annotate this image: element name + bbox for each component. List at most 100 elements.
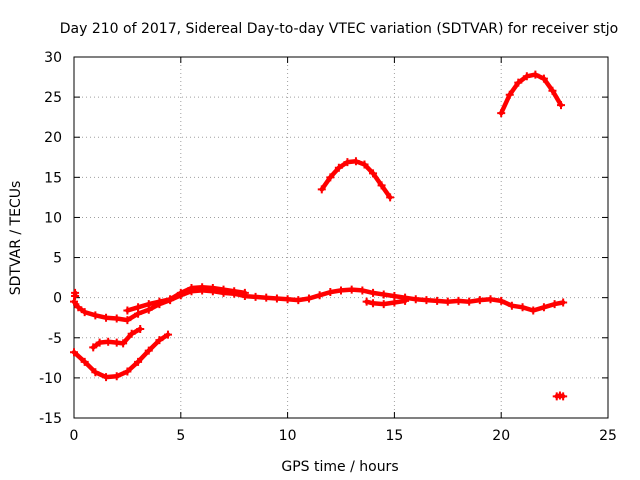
series-arc-12h xyxy=(317,157,395,202)
data-point xyxy=(134,303,143,312)
series-main-arc xyxy=(70,285,568,325)
data-point xyxy=(176,288,185,297)
data-point xyxy=(454,296,463,305)
data-point xyxy=(507,301,516,310)
data-point xyxy=(112,372,121,381)
data-point xyxy=(326,288,335,297)
data-point xyxy=(377,181,386,190)
data-point xyxy=(71,292,80,301)
data-point xyxy=(362,297,371,306)
data-point xyxy=(123,306,132,315)
y-tick-label: 5 xyxy=(53,251,62,267)
data-point xyxy=(230,287,239,296)
data-point xyxy=(559,392,568,401)
y-tick-label: -15 xyxy=(39,411,62,427)
x-tick-label: 0 xyxy=(70,428,79,444)
data-point xyxy=(497,296,506,305)
series-line xyxy=(498,72,564,116)
y-tick-label: 0 xyxy=(53,291,62,307)
data-point xyxy=(112,314,121,323)
series-lower-arc xyxy=(70,330,172,382)
data-point xyxy=(144,346,153,355)
data-point xyxy=(465,297,474,306)
y-tick-label: 20 xyxy=(44,130,62,146)
data-point xyxy=(136,324,145,333)
data-point xyxy=(251,292,260,301)
data-point xyxy=(95,338,104,347)
data-point xyxy=(304,294,313,303)
data-point xyxy=(119,339,128,348)
data-point xyxy=(379,290,388,299)
data-point xyxy=(240,288,249,297)
data-point xyxy=(315,291,324,300)
data-point xyxy=(369,299,378,308)
y-tick-label: -5 xyxy=(48,331,62,347)
data-point xyxy=(104,337,113,346)
x-tick-label: 20 xyxy=(492,428,510,444)
data-point xyxy=(208,284,217,293)
data-point xyxy=(144,300,153,309)
series-line xyxy=(125,284,248,313)
data-point xyxy=(351,157,360,166)
data-point xyxy=(486,295,495,304)
data-point xyxy=(123,367,132,376)
data-point xyxy=(80,308,89,317)
data-point xyxy=(505,90,514,99)
data-point xyxy=(80,357,89,366)
data-point xyxy=(522,72,531,81)
data-point xyxy=(134,357,143,366)
y-tick-label: 25 xyxy=(44,90,62,106)
data-point xyxy=(317,185,326,194)
series-secondary-arc xyxy=(362,296,410,309)
data-point xyxy=(497,109,506,118)
data-point xyxy=(187,284,196,293)
data-point xyxy=(550,300,559,309)
data-point xyxy=(123,316,132,325)
series-line xyxy=(319,159,393,200)
data-point xyxy=(539,74,548,83)
data-point xyxy=(343,158,352,167)
data-point xyxy=(557,101,566,110)
data-point xyxy=(70,297,78,306)
data-point xyxy=(219,285,228,294)
series-arc-21h xyxy=(497,70,566,118)
x-tick-label: 25 xyxy=(599,428,617,444)
data-point xyxy=(443,297,452,306)
data-point xyxy=(334,163,343,172)
data-point xyxy=(347,285,356,294)
data-point xyxy=(70,348,78,357)
x-tick-label: 10 xyxy=(279,428,297,444)
data-point xyxy=(294,296,303,305)
data-point xyxy=(433,296,442,305)
data-point xyxy=(518,303,527,312)
data-point xyxy=(198,283,207,292)
data-point xyxy=(390,298,399,307)
data-point xyxy=(529,306,538,315)
data-point xyxy=(539,303,548,312)
data-point xyxy=(360,160,369,169)
x-tick-label: 15 xyxy=(385,428,403,444)
y-tick-label: 30 xyxy=(44,50,62,66)
x-axis-title: GPS time / hours xyxy=(281,459,398,475)
data-point xyxy=(91,311,100,320)
y-tick-label: 10 xyxy=(44,210,62,226)
data-point xyxy=(369,169,378,178)
data-point xyxy=(475,296,484,305)
data-point xyxy=(91,368,100,377)
plot-frame xyxy=(73,56,609,419)
data-point xyxy=(386,193,395,202)
data-point xyxy=(102,373,111,382)
data-point xyxy=(262,293,271,302)
series-upper-band xyxy=(123,283,249,315)
data-point xyxy=(326,173,335,182)
grid xyxy=(74,57,608,418)
y-tick-label: 15 xyxy=(44,170,62,186)
data-point xyxy=(127,329,136,338)
x-tick-label: 5 xyxy=(176,428,185,444)
data-point xyxy=(102,313,111,322)
data-point xyxy=(155,297,164,306)
data-point xyxy=(166,295,175,304)
data-point xyxy=(411,295,420,304)
data-point xyxy=(358,286,367,295)
